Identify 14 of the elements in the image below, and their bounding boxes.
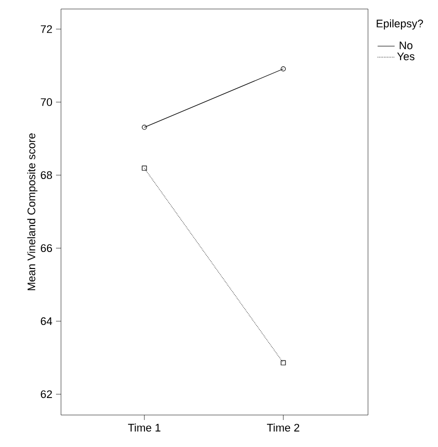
x-tick-label: Time 2 bbox=[266, 424, 300, 432]
legend-title: Epilepsy? bbox=[376, 19, 423, 30]
legend-label: Yes bbox=[397, 52, 414, 60]
y-tick-label: 62 bbox=[40, 390, 52, 398]
x-tick-label: Time 1 bbox=[128, 424, 160, 432]
y-tick-label: 68 bbox=[40, 171, 52, 180]
legend-label: No bbox=[400, 42, 412, 50]
y-tick-label: 64 bbox=[40, 317, 52, 326]
point bbox=[142, 166, 147, 171]
y-tick-label: 72 bbox=[40, 25, 52, 33]
y-axis-title: Mean Vineland Composite score bbox=[27, 133, 38, 290]
y-tick-label: 70 bbox=[40, 98, 52, 106]
y-tick-label: 66 bbox=[40, 244, 52, 252]
point bbox=[280, 360, 286, 366]
